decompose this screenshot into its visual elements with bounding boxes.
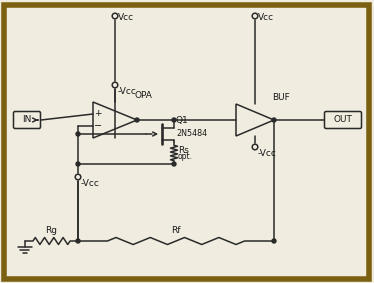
Text: -Vcc: -Vcc — [258, 149, 277, 158]
FancyBboxPatch shape — [13, 112, 40, 128]
Circle shape — [112, 82, 118, 88]
Text: Q1: Q1 — [176, 116, 189, 125]
Circle shape — [172, 162, 176, 166]
Circle shape — [172, 118, 176, 122]
Text: -Vcc: -Vcc — [118, 87, 137, 96]
Text: Rf: Rf — [171, 226, 181, 235]
Text: OUT: OUT — [334, 115, 352, 125]
Circle shape — [76, 132, 80, 136]
Circle shape — [76, 162, 80, 166]
Circle shape — [112, 13, 118, 19]
Text: −: − — [94, 121, 102, 131]
Circle shape — [135, 118, 139, 122]
FancyBboxPatch shape — [325, 112, 362, 128]
Circle shape — [76, 239, 80, 243]
Text: Rs: Rs — [178, 146, 189, 155]
Text: +: + — [94, 110, 102, 119]
Text: -Vcc: -Vcc — [81, 179, 100, 188]
Circle shape — [272, 239, 276, 243]
Text: OPA: OPA — [135, 91, 153, 100]
Text: Vcc: Vcc — [258, 13, 274, 22]
Text: Rg: Rg — [46, 226, 58, 235]
Circle shape — [252, 13, 258, 19]
Text: Vcc: Vcc — [118, 13, 134, 22]
Circle shape — [272, 118, 276, 122]
Text: 2N5484: 2N5484 — [176, 128, 207, 138]
Text: BUF: BUF — [272, 93, 290, 102]
FancyBboxPatch shape — [4, 5, 369, 279]
Text: IN: IN — [22, 115, 32, 125]
Circle shape — [75, 174, 81, 180]
Text: opt.: opt. — [178, 152, 193, 161]
Circle shape — [252, 144, 258, 150]
